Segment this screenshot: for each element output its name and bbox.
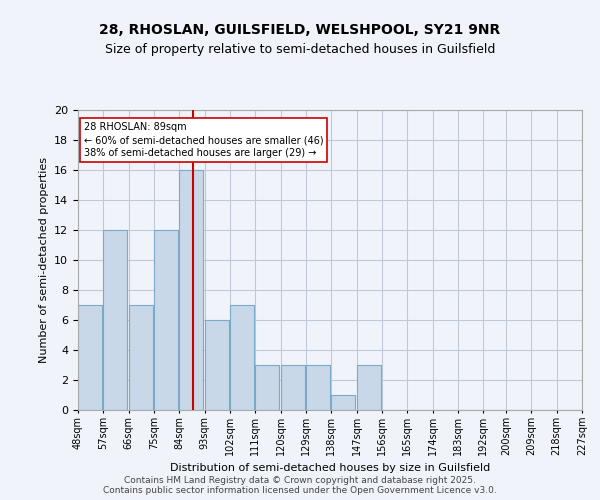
- Bar: [179, 170, 203, 410]
- X-axis label: Distribution of semi-detached houses by size in Guilsfield: Distribution of semi-detached houses by …: [170, 464, 490, 473]
- Text: Size of property relative to semi-detached houses in Guilsfield: Size of property relative to semi-detach…: [105, 42, 495, 56]
- Bar: [256, 365, 280, 410]
- Bar: [281, 365, 305, 410]
- Text: 28 RHOSLAN: 89sqm
← 60% of semi-detached houses are smaller (46)
38% of semi-det: 28 RHOSLAN: 89sqm ← 60% of semi-detached…: [83, 122, 323, 158]
- Bar: [306, 365, 330, 410]
- Y-axis label: Number of semi-detached properties: Number of semi-detached properties: [38, 157, 49, 363]
- Bar: [205, 320, 229, 410]
- Bar: [230, 305, 254, 410]
- Bar: [78, 305, 102, 410]
- Bar: [154, 230, 178, 410]
- Text: Contains HM Land Registry data © Crown copyright and database right 2025.
Contai: Contains HM Land Registry data © Crown c…: [103, 476, 497, 495]
- Bar: [128, 305, 152, 410]
- Bar: [331, 395, 355, 410]
- Bar: [103, 230, 127, 410]
- Bar: [357, 365, 380, 410]
- Text: 28, RHOSLAN, GUILSFIELD, WELSHPOOL, SY21 9NR: 28, RHOSLAN, GUILSFIELD, WELSHPOOL, SY21…: [100, 22, 500, 36]
